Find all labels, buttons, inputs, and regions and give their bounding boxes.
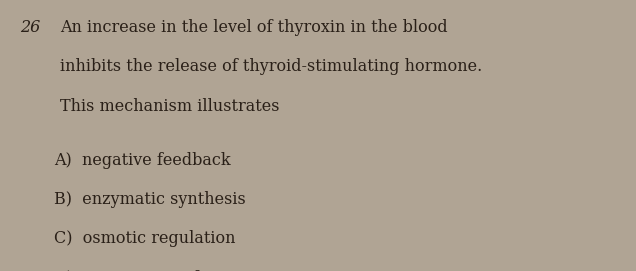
Text: An increase in the level of thyroxin in the blood: An increase in the level of thyroxin in … xyxy=(60,19,448,36)
Text: B)  enzymatic synthesis: B) enzymatic synthesis xyxy=(54,191,245,208)
Text: D)  enzyme specificity: D) enzyme specificity xyxy=(54,270,233,271)
Text: A)  negative feedback: A) negative feedback xyxy=(54,152,231,169)
Text: inhibits the release of thyroid-stimulating hormone.: inhibits the release of thyroid-stimulat… xyxy=(60,58,483,75)
Text: C)  osmotic regulation: C) osmotic regulation xyxy=(54,230,235,247)
Text: 26: 26 xyxy=(20,19,41,36)
Text: This mechanism illustrates: This mechanism illustrates xyxy=(60,98,280,115)
